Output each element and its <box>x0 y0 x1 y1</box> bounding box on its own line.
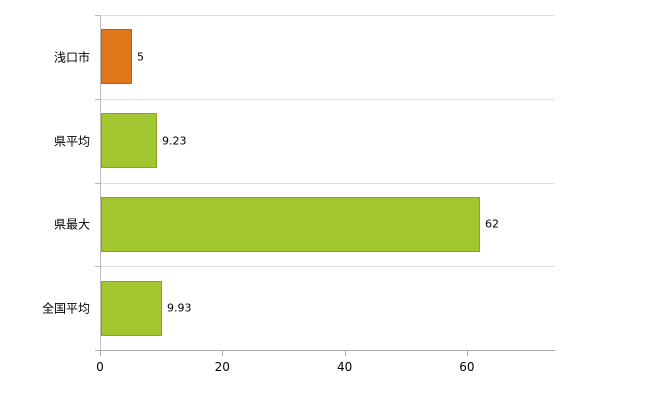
bar-県平均 <box>101 113 157 169</box>
bar-県最大 <box>101 196 480 252</box>
x-tick-label: 40 <box>336 360 353 374</box>
y-axis-tick <box>95 98 100 100</box>
value-label: 5 <box>137 50 144 64</box>
x-axis-tick <box>100 351 101 356</box>
bar-浅口市 <box>101 29 132 85</box>
x-tick-label: 20 <box>214 360 230 374</box>
x-axis-tick <box>466 351 468 356</box>
x-axis-tick <box>222 351 224 356</box>
y-axis-line <box>100 15 101 350</box>
x-axis-line <box>95 350 555 351</box>
bar-全国平均 <box>101 280 162 336</box>
category-label: 県最大 <box>53 217 90 232</box>
y-axis-tick <box>95 15 100 16</box>
category-gridline <box>100 98 555 100</box>
category-gridline <box>100 15 555 16</box>
value-label: 9.93 <box>167 301 192 315</box>
y-axis-tick <box>95 266 100 268</box>
category-label: 全国平均 <box>41 301 90 316</box>
category-gridline <box>100 266 555 268</box>
x-tick-label: 0 <box>96 360 104 374</box>
category-label: 浅口市 <box>53 50 90 65</box>
category-gridline <box>100 182 555 184</box>
value-label: 62 <box>485 217 499 231</box>
value-label: 9.23 <box>162 134 187 148</box>
x-tick-label: 60 <box>459 360 475 374</box>
y-axis-tick <box>95 182 100 184</box>
x-axis-tick <box>344 351 346 356</box>
category-label: 県平均 <box>53 134 90 149</box>
